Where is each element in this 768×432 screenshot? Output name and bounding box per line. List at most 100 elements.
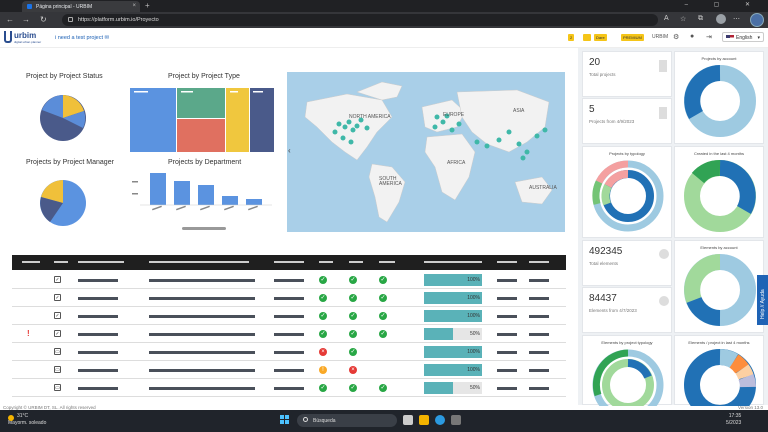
task-view-icon[interactable]: [403, 415, 413, 425]
document-icon[interactable]: ▭: [54, 348, 61, 355]
projects-by-account-card: Projects by account: [674, 51, 764, 144]
table-row[interactable]: ✓ ✓ ✓ ✓ 100%: [12, 289, 566, 307]
row-cell: [274, 333, 304, 336]
url-input[interactable]: https://platform.urbim.io/Proyecto: [62, 14, 658, 26]
table-row[interactable]: ▭ × ✓ 100%: [12, 343, 566, 361]
logout-icon[interactable]: ⇥: [706, 34, 712, 41]
checkbox-icon[interactable]: ✓: [54, 330, 61, 337]
header-cell[interactable]: [319, 261, 333, 263]
user-icon[interactable]: ●: [690, 33, 695, 40]
elements-last-months-donut[interactable]: [682, 347, 758, 406]
back-icon[interactable]: ←: [6, 15, 14, 24]
favorite-icon[interactable]: ☆: [680, 16, 687, 23]
status-warn-icon: !: [319, 366, 327, 374]
manager-chart-title: Projects by Project Manager: [26, 159, 114, 166]
taskbar-clock[interactable]: 17:35 5/2023: [726, 413, 741, 427]
table-row[interactable]: ▭! × 100%: [12, 361, 566, 379]
taskbar-search[interactable]: Búsqueda: [297, 414, 397, 427]
read-aloud-icon[interactable]: A: [664, 15, 669, 22]
row-cell: [149, 369, 255, 372]
language-value: English: [736, 35, 753, 41]
recent-projects-value: 5: [589, 104, 595, 115]
document-icon: [659, 107, 667, 119]
store-icon[interactable]: [451, 415, 461, 425]
profile-avatar[interactable]: [716, 14, 726, 24]
reload-icon[interactable]: ↻: [40, 15, 47, 24]
projects-by-typology-donut[interactable]: [590, 158, 666, 234]
weather-widget[interactable]: 31°C Mayorm. soleado: [8, 413, 46, 427]
status-chart-title: Project by Project Status: [26, 73, 103, 80]
header-cell[interactable]: [149, 261, 249, 263]
elements-by-account-donut[interactable]: [682, 252, 758, 328]
help-tab[interactable]: Help // Ayuda: [757, 275, 768, 325]
language-select[interactable]: English ▾: [722, 32, 764, 42]
status-pie-chart[interactable]: [38, 93, 88, 143]
elements-by-typology-card: Elements by project typology: [582, 335, 672, 406]
status-ok-icon: ✓: [379, 330, 387, 338]
created-last-months-donut[interactable]: [682, 158, 758, 234]
created-last-months-card: Created in the last 4 months: [674, 146, 764, 238]
table-row[interactable]: ✓ ✓ ✓ ✓ 100%: [12, 271, 566, 289]
copilot-icon[interactable]: [750, 13, 764, 27]
browser-tab-bar: Página principal - URBIM × + – ▢ ✕: [0, 0, 768, 12]
header-cell[interactable]: [529, 261, 549, 263]
more-icon[interactable]: ⋯: [733, 16, 740, 23]
document-icon[interactable]: ▭: [54, 366, 61, 373]
row-cell: [78, 279, 118, 282]
status-ok-icon: ✓: [319, 384, 327, 392]
progress-bar: 50%: [424, 382, 482, 394]
table-row[interactable]: ! ✓ ✓ ✓ ✓ 50%: [12, 325, 566, 343]
total-projects-card: 20 Total projects: [582, 51, 672, 97]
close-tab-icon[interactable]: ×: [132, 3, 136, 9]
gear-icon[interactable]: ⚙: [673, 34, 680, 41]
collections-icon[interactable]: ⧉: [698, 15, 703, 22]
alert-badge[interactable]: [583, 34, 591, 41]
row-cell: [497, 351, 517, 354]
header-cell[interactable]: [78, 261, 124, 263]
status-ok-icon: ✓: [319, 294, 327, 302]
browser-tab[interactable]: Página principal - URBIM ×: [22, 1, 140, 12]
header-cell[interactable]: [424, 261, 482, 263]
project-title[interactable]: i need a test project ✉: [55, 35, 110, 41]
progress-percent: 100%: [467, 367, 480, 373]
header-cell[interactable]: [379, 261, 395, 263]
checkbox-icon[interactable]: ✓: [54, 294, 61, 301]
total-projects-label: Total projects: [589, 72, 616, 77]
header-cell[interactable]: [274, 261, 304, 263]
window-controls[interactable]: – ▢ ✕: [684, 2, 762, 8]
header-cell[interactable]: [349, 261, 363, 263]
map-label-south-america: SOUTH AMERICA: [379, 176, 402, 187]
header-cell[interactable]: [497, 261, 517, 263]
projects-by-account-donut[interactable]: [682, 63, 758, 139]
stats-panel: 20 Total projects 5 Projects from 4/9/20…: [578, 48, 768, 406]
type-treemap-chart[interactable]: [130, 88, 274, 152]
projects-world-map[interactable]: NORTH AMERICA EUROPE ASIA AFRICA SOUTH A…: [287, 72, 565, 232]
header-cell[interactable]: [22, 261, 40, 263]
progress-fill: [424, 346, 482, 358]
row-cell: [529, 315, 549, 318]
checkbox-icon[interactable]: ✓: [54, 276, 61, 283]
document-icon[interactable]: ▭: [54, 384, 61, 391]
department-bar-chart[interactable]: [132, 171, 272, 215]
forward-icon[interactable]: →: [22, 15, 30, 24]
logo-mark: [4, 31, 12, 43]
table-row[interactable]: ✓ ✓ ✓ ✓ 100%: [12, 307, 566, 325]
notification-badge[interactable]: 2: [568, 34, 575, 41]
chart-scrollbar[interactable]: [182, 227, 226, 230]
row-cell: [274, 351, 304, 354]
status-ok-icon: ✓: [349, 312, 357, 320]
elements-by-typology-donut[interactable]: [590, 347, 666, 406]
manager-pie-chart[interactable]: [38, 178, 88, 228]
checkbox-icon[interactable]: ✓: [54, 312, 61, 319]
file-explorer-icon[interactable]: [419, 415, 429, 425]
urbim-logo[interactable]: urbim digital urban planner: [4, 31, 44, 45]
new-tab-icon[interactable]: +: [145, 1, 150, 10]
header-cell[interactable]: [54, 261, 68, 263]
edge-icon[interactable]: [435, 415, 445, 425]
dare-badge[interactable]: Dare: [594, 34, 607, 41]
map-prev-icon[interactable]: ‹: [288, 146, 291, 155]
premium-badge[interactable]: PREMIUM: [621, 34, 644, 41]
windows-start-icon[interactable]: [280, 415, 290, 425]
warning-flag-icon: !: [27, 329, 30, 338]
table-row[interactable]: ▭ ✓ ✓ ✓ 50%: [12, 379, 566, 397]
